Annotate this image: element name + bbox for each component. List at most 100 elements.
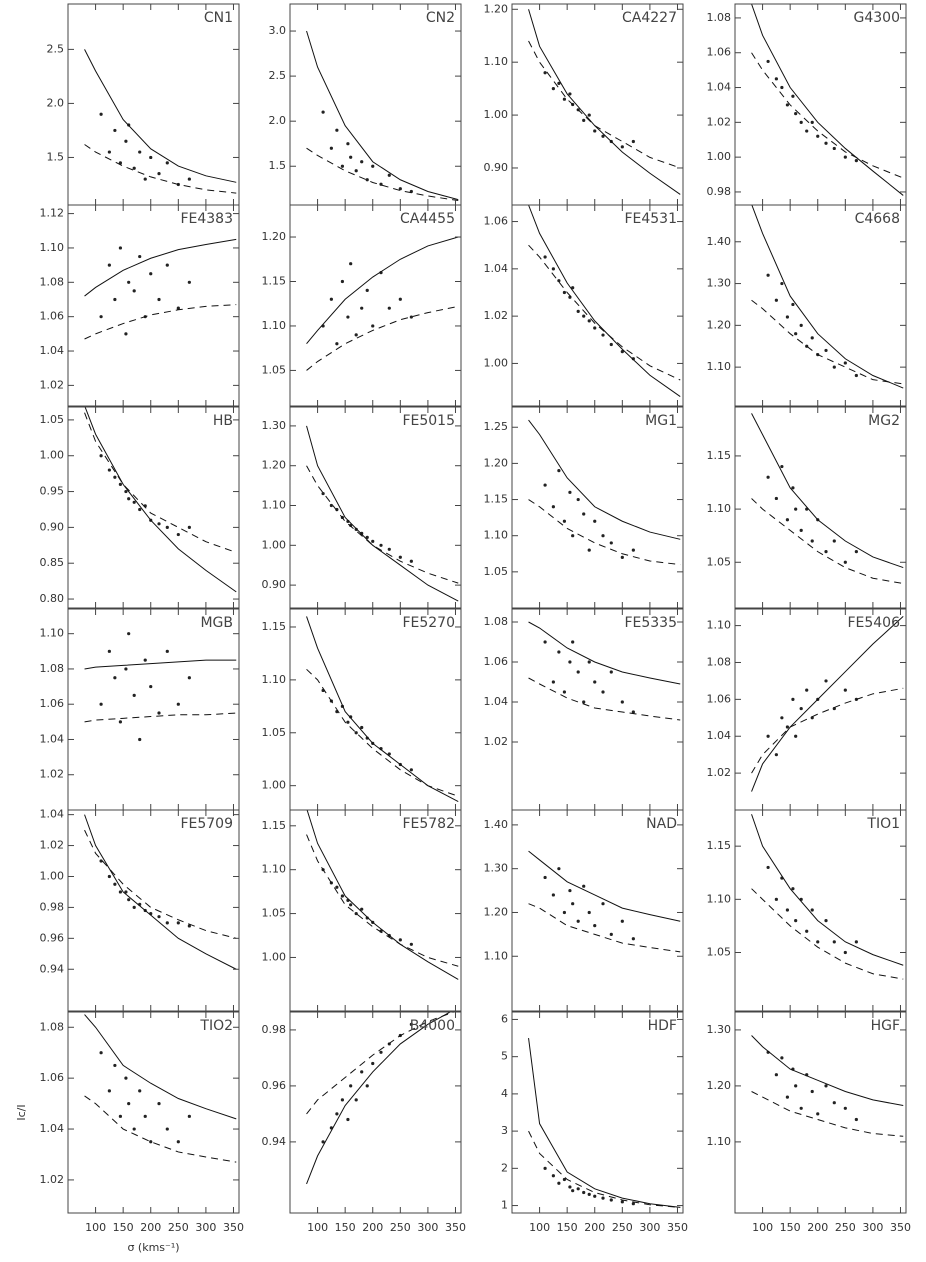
data-point [543,1166,547,1170]
panel-frame [734,3,907,206]
solid-curve [84,1014,237,1120]
data-point [157,915,161,919]
data-point [379,1050,383,1054]
data-point [113,882,117,886]
x-tick-label: 250 [390,1221,411,1234]
solid-curve [84,659,237,670]
x-tick-label: 100 [529,1221,550,1234]
data-point [543,640,547,644]
x-tick-label: 200 [140,1221,161,1234]
solid-curve [84,407,237,593]
data-point [824,141,828,145]
data-point [113,475,117,479]
data-point [593,680,597,684]
x-tick-label: 250 [168,1221,189,1234]
data-point [371,164,375,168]
data-point [780,281,784,286]
data-point [576,919,580,923]
y-tick-label: 1.04 [40,1122,65,1135]
y-tick-label: 0.96 [262,1079,287,1092]
data-point [780,716,784,720]
data-point [124,489,128,494]
data-point [593,924,597,928]
panel-title: CA4227 [622,10,677,26]
data-point [582,700,586,704]
panel-frame [67,406,240,609]
data-point [794,332,798,336]
y-tick-label: 1.10 [707,1135,732,1148]
data-point [143,1114,147,1118]
panel-frame [511,1011,684,1214]
y-tick-label: 1.04 [40,808,65,821]
data-point [132,289,136,293]
data-point [766,734,770,738]
dashed-curve [84,712,237,723]
data-point [360,306,364,310]
data-point [387,173,391,177]
data-point [543,255,547,259]
panel-title: CN1 [204,10,233,26]
data-point [335,885,339,889]
data-point [371,539,375,543]
data-point [551,680,555,684]
data-point [118,720,123,724]
y-tick-label: 1.20 [707,1079,732,1092]
data-point [794,507,798,511]
data-point [791,887,795,891]
plot-area [306,30,459,201]
data-point [609,1198,613,1202]
y-tick-label: 1.02 [40,378,65,391]
data-point [543,875,547,880]
y-tick-label: 1.10 [262,499,287,512]
data-point [609,541,613,545]
data-point [118,161,123,165]
y-tick-label: 1.06 [40,1071,65,1084]
y-tick-label: 1.05 [262,363,287,376]
data-point [557,650,561,654]
panel-frame [67,1011,240,1214]
data-point [854,1117,858,1122]
y-tick-label: 1.05 [707,555,732,568]
dashed-curve [84,304,237,340]
panel: 1.05 1.10 1.15 TIO1 [707,809,907,1012]
plot-area [84,49,237,194]
solid-curve [751,814,904,966]
data-point [593,519,597,523]
data-point [387,547,391,551]
data-point [843,1106,847,1110]
data-point [176,306,180,310]
data-point [138,1089,142,1093]
y-tick-label: 1.04 [484,262,509,275]
data-point [843,560,847,564]
data-point [631,139,635,144]
y-tick-label: 1.30 [707,1023,732,1036]
plot-area [84,407,237,593]
solid-curve [306,616,459,802]
y-tick-label: 1.02 [40,768,65,781]
data-point [843,688,847,692]
data-point [398,187,402,191]
data-point [631,937,635,941]
data-point [774,496,778,501]
panel: 1.02 1.04 1.06 1.08 100 150 200 250 300 350 TIO2 σ … [15,1011,244,1254]
data-point [593,129,597,133]
panel-title: G4300 [854,10,900,26]
y-tick-label: 0.90 [262,578,287,591]
data-point [340,279,345,284]
dashed-curve [306,834,459,967]
data-point [138,150,142,154]
data-point [365,288,369,292]
data-point [601,134,605,138]
data-point [99,112,103,116]
panel-title: C4668 [855,211,900,227]
y-tick-label: 1.15 [707,839,732,852]
dashed-curve [306,147,459,201]
x-tick-label: 150 [113,1221,134,1234]
data-point [799,120,803,124]
x-tick-label: 200 [807,1221,828,1234]
data-point [609,670,613,674]
y-tick-label: 1.05 [707,946,732,959]
dashed-curve [751,687,904,774]
data-point [571,902,575,906]
dashed-curve [306,1012,456,1115]
